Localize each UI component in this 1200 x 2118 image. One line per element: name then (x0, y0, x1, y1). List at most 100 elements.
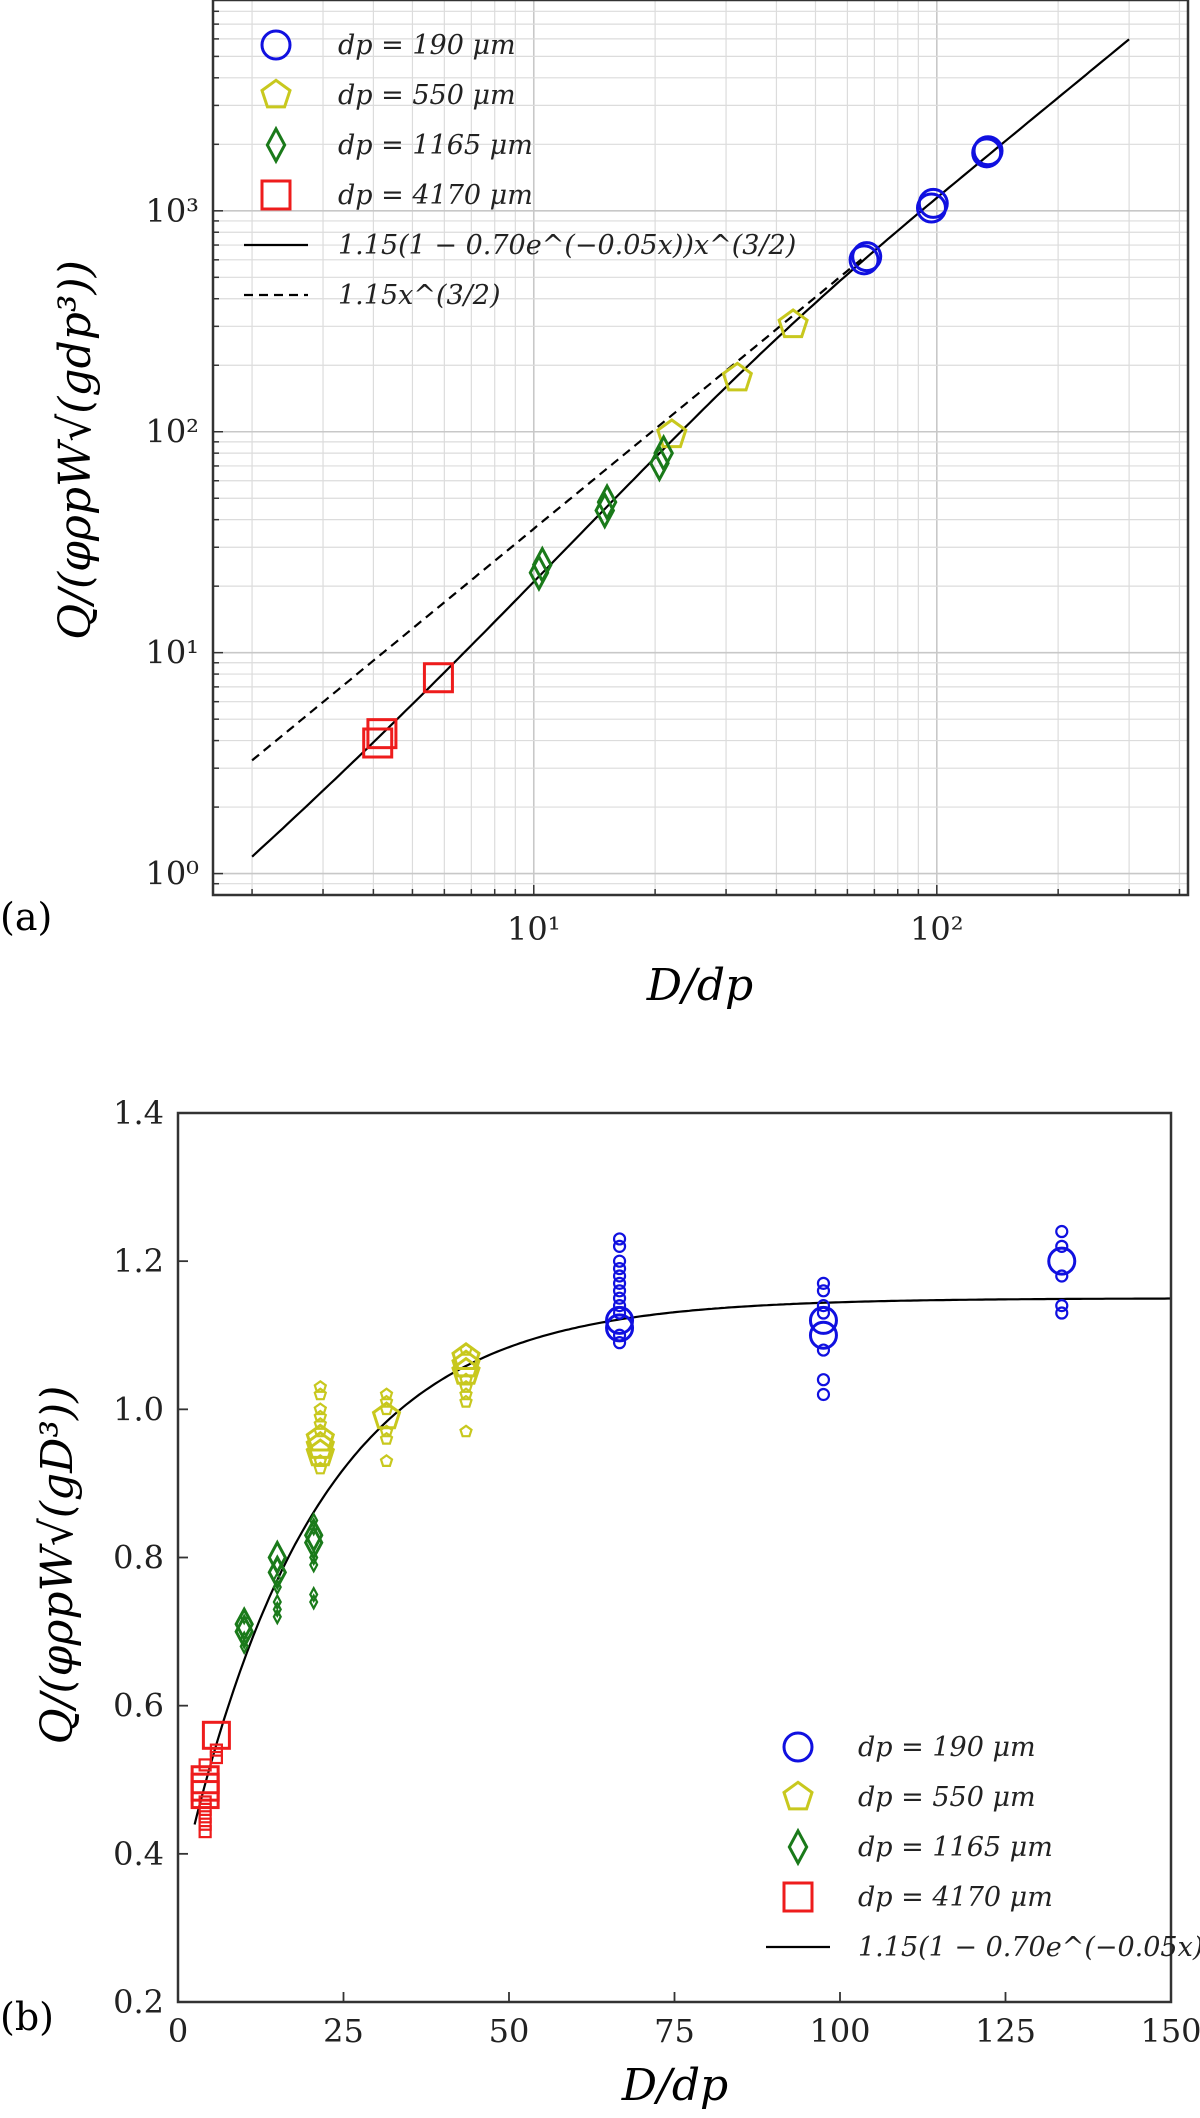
data-point-small-pentagon (379, 1394, 394, 1408)
data-point-small-circle (1055, 1224, 1069, 1239)
y-tick-label: 10² (145, 413, 199, 451)
data-point-square (366, 718, 398, 750)
y-tick-label: 0.2 (113, 1983, 164, 2021)
data-point-small-square (198, 1810, 212, 1824)
data-point-small-pentagon (379, 1454, 394, 1468)
data-point-pentagon (451, 1341, 481, 1370)
data-point-small-circle (612, 1291, 627, 1305)
data-point-diamond (267, 1554, 288, 1591)
y-tick-label: 1.0 (113, 1390, 164, 1428)
panel-a-frame (211, 0, 1190, 897)
data-point-circle (851, 241, 883, 273)
data-point-small-circle (612, 1254, 627, 1268)
data-point-circle (605, 1313, 635, 1343)
data-point-diamond (303, 1517, 324, 1554)
panel-a-curves (251, 38, 1130, 858)
panel-a: (a) 10¹ 10² 10⁰ 10¹ 10² 10³ D/dp Q/(φρpW√(gdp… (0, 0, 1190, 1011)
legend-label: dp = 4170 μm (858, 1882, 1053, 1913)
data-point-diamond (528, 553, 550, 593)
data-point-circle (917, 187, 949, 219)
data-point-small-pentagon (313, 1379, 328, 1393)
data-point-diamond (303, 1524, 324, 1561)
data-point-diamond (649, 443, 670, 483)
panel-a-grid (213, 0, 1188, 896)
panel-b-x-axis-label: D/dp (621, 2060, 728, 2111)
legend-marker-pentagon (260, 78, 292, 109)
y-tick-label: 1.4 (113, 1094, 164, 1132)
data-point-pentagon (371, 1401, 402, 1430)
x-tick-label: 50 (489, 2012, 530, 2050)
data-point-circle (605, 1305, 635, 1335)
data-point-square (190, 1780, 220, 1810)
data-point-diamond (531, 545, 553, 585)
x-tick-label: 10² (910, 910, 964, 948)
legend-label: dp = 190 μm (858, 1732, 1036, 1763)
data-point-small-circle (612, 1284, 627, 1298)
data-point-small-circle (816, 1373, 831, 1387)
data-point-small-pentagon (379, 1387, 394, 1401)
data-point-small-square (209, 1743, 223, 1757)
panel-b-curves (193, 1297, 1171, 1825)
data-point-diamond (234, 1606, 254, 1643)
dashed-fit-line (251, 258, 863, 762)
x-tick-label: 100 (809, 2012, 870, 2050)
panel-a-ticks: 10¹ 10² 10⁰ 10¹ 10² 10³ (145, 0, 1181, 948)
data-point-small-circle (1055, 1299, 1069, 1313)
legend-label: 1.15(1 − 0.70e^(−0.05x)) (858, 1932, 1200, 1963)
data-point-small-circle (1055, 1306, 1069, 1320)
panel-b-y-axis-label: Q/(φρpW√(gD³)) (32, 1386, 83, 1745)
data-point-diamond (267, 1539, 288, 1576)
data-point-diamond (234, 1613, 254, 1650)
data-point-pentagon (451, 1349, 481, 1378)
data-point-small-circle (612, 1232, 627, 1246)
data-point-small-circle (612, 1276, 627, 1290)
panel-b-ticks: 0 25 50 75 100 125 150 0.2 0.4 0.6 0.8 1.0 1.2 1.4 (113, 1094, 1200, 2050)
data-point-small-pentagon (379, 1431, 394, 1445)
y-tick-label: 0.6 (113, 1687, 164, 1725)
data-point-small-pentagon (313, 1402, 328, 1416)
data-point-circle (972, 135, 1004, 167)
legend-marker-square (260, 179, 292, 211)
data-point-small-pentagon (313, 1417, 328, 1430)
x-tick-label: 10¹ (507, 910, 561, 948)
x-tick-label: 0 (168, 2012, 188, 2050)
panel-a-points (362, 135, 1004, 759)
x-tick-label: 75 (654, 2012, 695, 2050)
data-point-square (362, 727, 394, 759)
solid-fit-line (251, 38, 1130, 858)
data-point-pentagon (451, 1356, 481, 1385)
y-tick-label: 0.8 (113, 1539, 164, 1577)
data-point-small-circle (816, 1284, 831, 1298)
data-point-circle (808, 1305, 838, 1335)
data-point-small-diamond (309, 1585, 319, 1604)
data-point-small-diamond (309, 1556, 319, 1574)
data-point-small-pentagon (313, 1409, 328, 1423)
x-tick-label: 125 (975, 2012, 1036, 2050)
legend-label: dp = 550 μm (338, 80, 516, 111)
data-point-small-pentagon (459, 1424, 473, 1438)
data-point-pentagon (721, 361, 754, 392)
legend-label: dp = 190 μm (338, 30, 516, 61)
data-point-small-circle (816, 1299, 831, 1313)
panel-b-label: (b) (0, 1995, 54, 2039)
panel-a-label: (a) (0, 895, 52, 939)
data-point-small-circle (612, 1299, 627, 1313)
data-point-diamond (653, 433, 675, 473)
y-tick-label: 10⁰ (145, 855, 199, 893)
legend-marker-square (782, 1881, 814, 1913)
y-tick-label: 10¹ (145, 634, 199, 672)
data-point-circle (1047, 1246, 1077, 1276)
data-point-pentagon (656, 418, 688, 449)
legend-label: 1.15(1 − 0.70e^(−0.05x))x^(3/2) (338, 230, 796, 261)
data-point-small-circle (816, 1276, 831, 1290)
data-point-small-square (198, 1825, 212, 1839)
data-point-small-diamond (272, 1600, 282, 1619)
data-point-small-square (209, 1750, 223, 1765)
data-point-small-circle (612, 1269, 627, 1283)
y-tick-label: 1.2 (113, 1242, 164, 1280)
y-tick-label: 0.4 (113, 1835, 164, 1873)
x-tick-label: 25 (323, 2012, 364, 2050)
data-point-small-pentagon (313, 1387, 328, 1401)
data-point-small-pentagon (459, 1387, 473, 1401)
